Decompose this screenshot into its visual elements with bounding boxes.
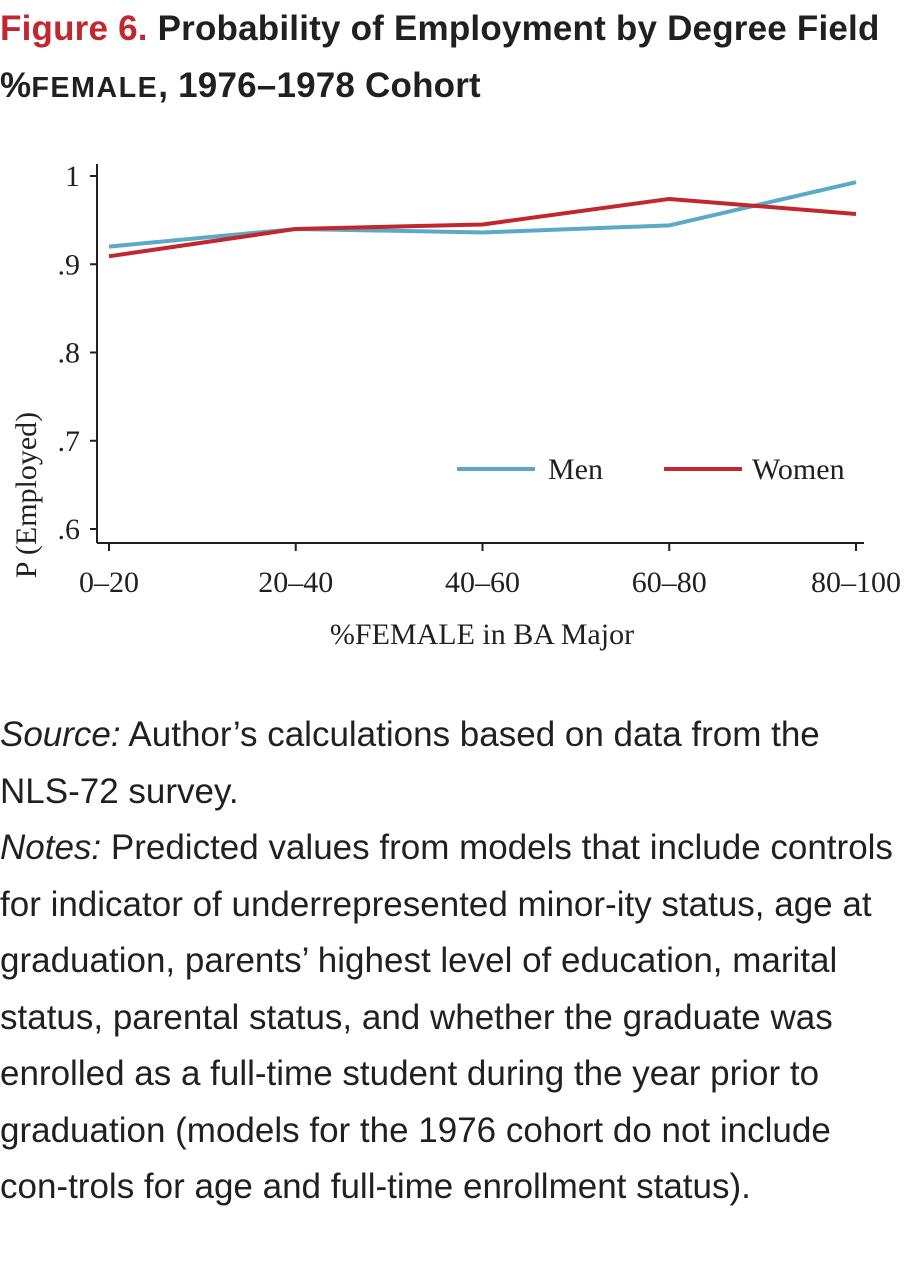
y-axis-label: P (Employed)	[10, 412, 43, 578]
chart-axes: 1 .9 .8 .7 .6 0–20 20–40 40–60 60–80 80–100	[58, 160, 902, 599]
x-tick-label: 0–20	[79, 566, 139, 599]
source-text: Author’s calculations based on data from…	[0, 715, 820, 811]
source-label: Source:	[0, 715, 121, 754]
chart-series	[108, 180, 857, 259]
y-tick-label: .9	[58, 248, 81, 281]
line-chart: 1 .9 .8 .7 .6 0–20 20–40 40–60 60–80 80–100 Men Wo…	[10, 160, 902, 651]
figure-label: Figure 6.	[0, 9, 148, 48]
y-tick-label: .8	[58, 337, 81, 370]
x-axis-label: %FEMALE in BA Major	[330, 618, 634, 651]
x-tick-label: 80–100	[811, 566, 901, 599]
chart-legend: Men Women	[457, 453, 845, 486]
y-tick-label: .7	[58, 425, 81, 458]
y-tick-label: 1	[65, 160, 80, 193]
notes-text: Predicted values from models that includ…	[0, 828, 893, 1206]
series-line-women	[108, 196, 857, 259]
y-tick-label: .6	[58, 513, 81, 546]
x-tick-label: 20–40	[258, 566, 333, 599]
figure-title-smallcaps: FEMALE	[31, 72, 159, 104]
notes-label: Notes:	[0, 828, 102, 867]
x-tick-label: 40–60	[445, 566, 520, 599]
figure-title: Figure 6. Probability of Employment by D…	[0, 0, 905, 117]
figure-title-part2: , 1976–1978 Cohort	[158, 66, 481, 105]
figure-caption: Source: Author’s calculations based on d…	[0, 707, 905, 1216]
legend-label-women: Women	[752, 453, 845, 486]
figure-title-part1: Probability of Employment by Degree Fiel…	[0, 9, 880, 105]
notes: Notes: Predicted values from models that…	[0, 820, 905, 1216]
source-note: Source: Author’s calculations based on d…	[0, 707, 905, 820]
legend-label-men: Men	[548, 453, 603, 486]
x-tick-label: 60–80	[632, 566, 707, 599]
series-line-men	[108, 180, 857, 249]
